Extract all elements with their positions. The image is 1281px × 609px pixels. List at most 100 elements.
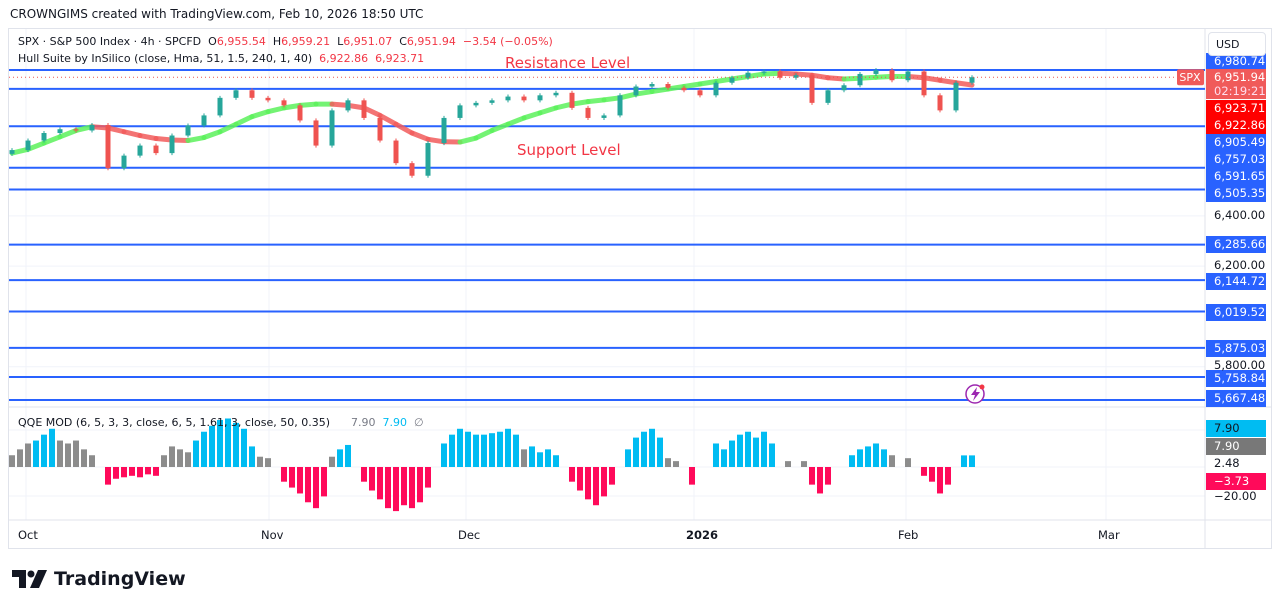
qqe-bar — [721, 449, 727, 467]
candle-body — [185, 125, 191, 136]
hull-segment — [169, 137, 191, 144]
hull-segment — [233, 114, 255, 127]
hull-segment — [57, 127, 79, 140]
level-price-label-bg — [1206, 151, 1266, 168]
symbol-legend[interactable]: SPX · S&P 500 Index · 4h · SPCFD O6,955.… — [18, 35, 553, 48]
level-price-label: 5,667.48 — [1214, 391, 1265, 405]
hull-segment — [745, 71, 767, 79]
qqe-bar — [409, 467, 415, 509]
qqe-tick-label: 2.48 — [1214, 456, 1240, 470]
countdown-label: 02:19:21 — [1214, 84, 1266, 98]
close-value: 6,951.94 — [406, 35, 456, 48]
qqe-bar — [945, 467, 951, 485]
qqe-bar — [529, 446, 535, 467]
candle-body — [313, 120, 319, 146]
qqe-bar — [257, 456, 263, 467]
tradingview-logo-icon — [12, 570, 47, 588]
candle-body — [873, 70, 879, 74]
qqe-bar — [905, 458, 911, 467]
qqe-bar — [201, 431, 207, 467]
hull-segment — [361, 105, 383, 118]
level-price-label: 6,591.65 — [1214, 169, 1265, 183]
hull-segment — [329, 101, 351, 108]
qqe-bar — [265, 458, 271, 467]
last-price-tag-bg — [1206, 69, 1266, 99]
chart-panel[interactable] — [8, 28, 1272, 549]
qqe-bar — [873, 443, 879, 467]
candle-body — [569, 92, 575, 108]
qqe-bar — [569, 467, 575, 482]
candle-body — [697, 90, 703, 96]
qqe-bar — [449, 434, 455, 467]
qqe-bar — [513, 434, 519, 467]
candle-body — [745, 72, 751, 78]
qqe-bar — [73, 440, 79, 467]
hull-segment — [697, 78, 719, 87]
candle-body — [649, 84, 655, 87]
candle-body — [505, 96, 511, 101]
level-price-label: 6,905.49 — [1214, 135, 1265, 149]
candle-body — [809, 75, 815, 103]
qqe-bar — [785, 461, 791, 467]
time-tick-label: 2026 — [686, 528, 718, 542]
qqe-bar — [385, 467, 391, 509]
hull-legend[interactable]: Hull Suite by InSilico (close, Hma, 51, … — [18, 52, 424, 65]
qqe-bar — [9, 455, 15, 467]
qqe-tick-label: −20.00 — [1214, 489, 1257, 503]
qqe-bar — [225, 418, 231, 467]
qqe-bar — [505, 428, 511, 467]
candle-body — [921, 71, 927, 96]
qqe-tag: 7.90 — [1214, 421, 1240, 435]
qqe-bar — [33, 440, 39, 467]
qqe-value-1: 7.90 — [351, 416, 376, 429]
qqe-tag-bg — [1206, 420, 1266, 437]
tradingview-logo[interactable]: TradingView — [12, 568, 186, 590]
qqe-bar — [489, 433, 495, 467]
qqe-bar — [393, 467, 399, 512]
qqe-bar — [609, 467, 615, 485]
qqe-bar — [185, 452, 191, 467]
currency-button[interactable]: USD — [1208, 32, 1266, 56]
candle-body — [233, 90, 239, 98]
qqe-bar — [417, 467, 423, 503]
candle-body — [489, 100, 495, 103]
price-tick-label: 6,400.00 — [1214, 208, 1265, 222]
qqe-bar — [849, 455, 855, 467]
candle-body — [937, 95, 943, 111]
qqe-tag-bg — [1206, 438, 1266, 455]
candle-body — [297, 105, 303, 121]
symbol-tag — [1177, 69, 1204, 86]
qqe-value-3: ∅ — [414, 416, 424, 429]
qqe-bar — [649, 428, 655, 467]
hull-segment — [601, 95, 623, 103]
qqe-bar — [337, 449, 343, 467]
qqe-legend[interactable]: QQE MOD (6, 5, 3, 3, close, 6, 5, 1.61, … — [18, 416, 424, 429]
qqe-bar — [57, 440, 63, 467]
candle-body — [105, 124, 111, 169]
candle-body — [857, 73, 863, 86]
qqe-bar — [81, 449, 87, 467]
qqe-bar — [585, 467, 591, 500]
qqe-bar — [713, 443, 719, 467]
hull-segment — [297, 101, 319, 108]
hull-segment — [25, 140, 47, 152]
hull-segment — [249, 109, 271, 120]
candle-body — [457, 105, 463, 118]
time-tick-label: Dec — [458, 528, 480, 542]
qqe-bar — [145, 467, 151, 475]
qqe-bar — [625, 449, 631, 467]
qqe-bar — [113, 467, 119, 479]
hull-segment — [457, 135, 479, 145]
qqe-bar — [577, 467, 583, 491]
hull-segment — [537, 105, 559, 116]
qqe-bar — [441, 443, 447, 467]
level-price-label: 5,758.84 — [1214, 371, 1265, 385]
qqe-bar — [817, 467, 823, 494]
qqe-bar — [137, 467, 143, 478]
qqe-bar — [369, 467, 375, 491]
qqe-bar — [289, 467, 295, 488]
candle-body — [345, 100, 351, 111]
qqe-bar — [689, 467, 695, 485]
hull-segment — [633, 89, 655, 97]
